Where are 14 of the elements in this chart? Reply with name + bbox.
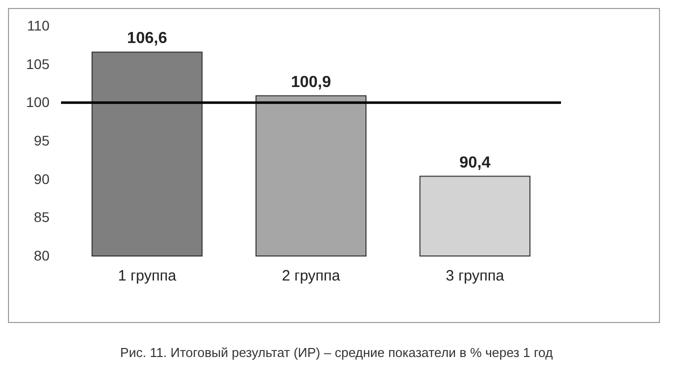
y-tick-label: 110 (27, 18, 50, 34)
data-label: 100,9 (290, 74, 332, 91)
y-tick-label: 105 (26, 56, 50, 72)
y-tick-label: 80 (34, 248, 50, 264)
text: Рис. 11. Итоговый результат (ИР) – средние показатели в % через 1 год (119, 345, 554, 360)
x-tick-label: 3 группа (446, 268, 505, 284)
x-tick-label: 1 группа (118, 268, 177, 284)
y-tick-label: 90 (34, 170, 50, 187)
data-label: 106,6 (127, 30, 168, 48)
y-tick-label: 95 (34, 132, 50, 148)
x-tick-label: 2 группа (282, 268, 341, 284)
y-tick-label: 100 (26, 94, 50, 110)
data-label: 90,4 (459, 154, 491, 172)
y-tick-label: 85 (34, 209, 50, 226)
